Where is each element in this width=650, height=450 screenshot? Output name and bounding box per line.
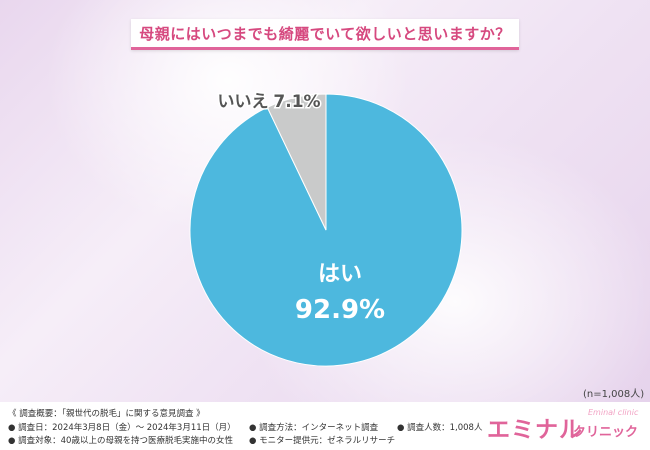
survey-date: ● 調査日：2024年3月8日（金）〜 2024年3月11日（月）	[8, 423, 236, 433]
logo-sub: クリニック	[573, 425, 639, 440]
chart-title: 母親にはいつまでも綺麗でいて欲しいと思いますか？	[139, 24, 511, 43]
pie-slice-1	[266, 93, 327, 231]
slice-value-no: 7.1%	[273, 92, 320, 112]
logo-main: エミナル	[487, 417, 583, 443]
sample-size-note: (n=1,008人)	[583, 389, 645, 400]
survey-heading: 《 調査概要：「親世代の脱毛」に関する意見調査 》	[8, 409, 205, 419]
survey-provider: ● モニター提供元：ゼネラルリサーチ	[249, 436, 396, 446]
survey-method: ● 調査方法：インターネット調査	[249, 423, 379, 433]
title-banner: 母親にはいつまでも綺麗でいて欲しいと思いますか？	[131, 19, 519, 50]
survey-target: ● 調査対象：40歳以上の母親を持つ医療脱毛実施中の女性	[8, 436, 233, 446]
slice-label-no: いいえ	[218, 92, 269, 112]
logo-english: Eminal clinic	[588, 408, 639, 417]
pie-chart: はい 92.9% いいえ 7.1%	[189, 91, 463, 367]
slice-label-yes: はい	[318, 262, 362, 287]
slice-value-yes: 92.9%	[295, 295, 385, 325]
survey-footer: 《 調査概要：「親世代の脱毛」に関する意見調査 》 ● 調査日：2024年3月8…	[0, 402, 650, 450]
survey-count: ● 調査人数：1,008人	[397, 423, 483, 433]
